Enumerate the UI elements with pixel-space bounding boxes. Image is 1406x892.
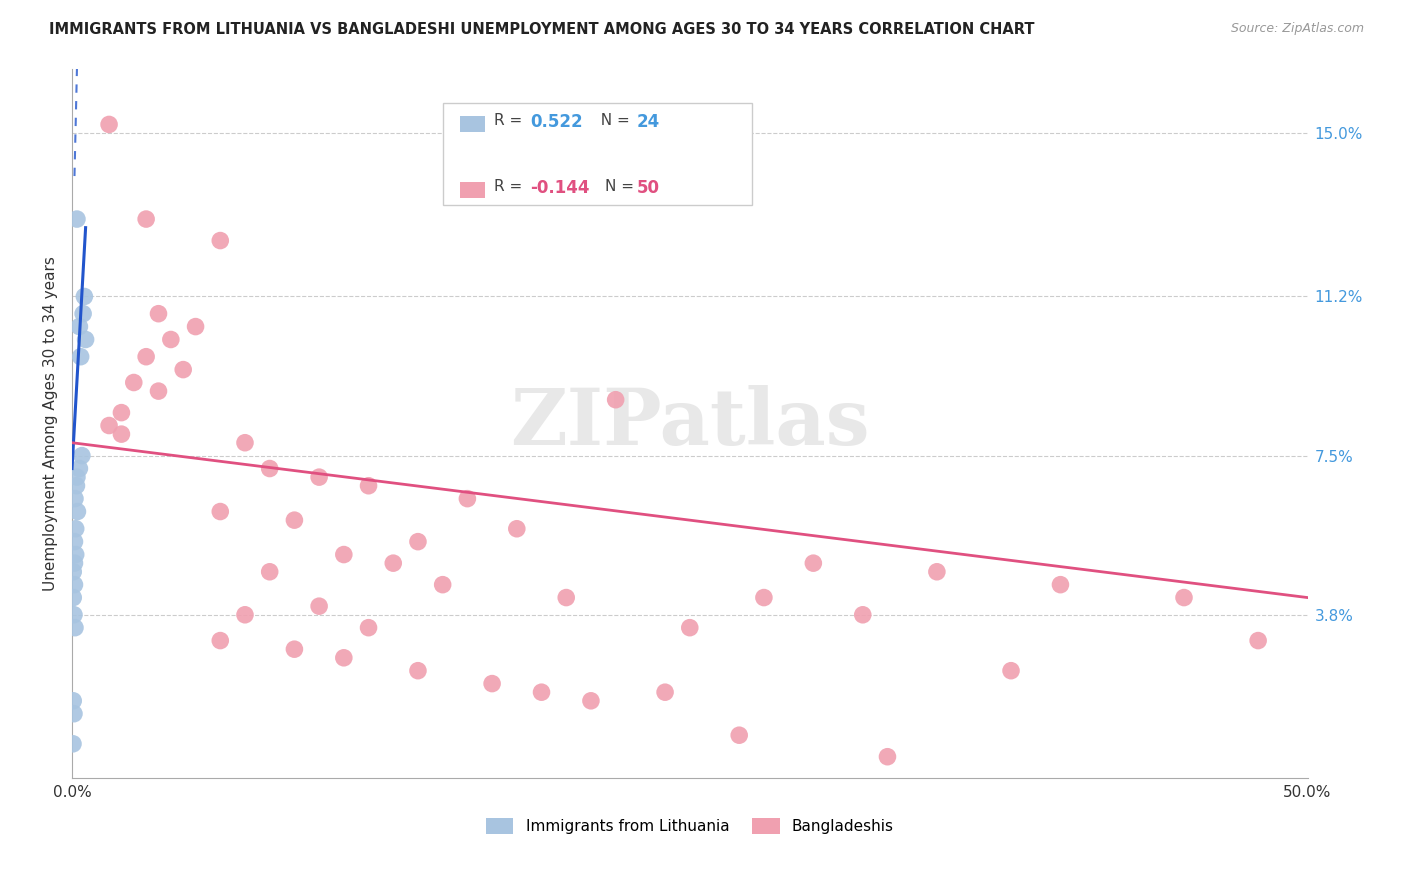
Text: R =: R = — [494, 113, 527, 128]
Point — [209, 234, 232, 248]
Point — [65, 479, 87, 493]
Point — [333, 548, 356, 562]
Point — [63, 534, 86, 549]
Text: R =: R = — [494, 179, 527, 194]
Point — [233, 435, 256, 450]
Point — [530, 685, 553, 699]
Text: 50: 50 — [637, 179, 659, 197]
Point — [283, 513, 305, 527]
Point — [148, 307, 170, 321]
Point — [65, 522, 87, 536]
Point — [67, 319, 90, 334]
Text: Source: ZipAtlas.com: Source: ZipAtlas.com — [1230, 22, 1364, 36]
Point — [209, 504, 232, 518]
Point — [456, 491, 478, 506]
Point — [308, 599, 330, 614]
Point — [65, 548, 87, 562]
Point — [62, 737, 84, 751]
Point — [66, 470, 89, 484]
Point — [70, 449, 93, 463]
Point — [679, 621, 702, 635]
Point — [184, 319, 207, 334]
Point — [925, 565, 948, 579]
Point — [135, 212, 157, 227]
Point — [605, 392, 627, 407]
Point — [406, 664, 429, 678]
Point — [63, 577, 86, 591]
Point — [579, 694, 602, 708]
Point — [654, 685, 676, 699]
Text: N =: N = — [591, 113, 634, 128]
Point — [63, 556, 86, 570]
Point — [333, 650, 356, 665]
Point — [752, 591, 775, 605]
Point — [148, 384, 170, 398]
Point — [110, 427, 132, 442]
Point — [62, 591, 84, 605]
Point — [110, 406, 132, 420]
Text: N =: N = — [605, 179, 638, 194]
Point — [63, 621, 86, 635]
Y-axis label: Unemployment Among Ages 30 to 34 years: Unemployment Among Ages 30 to 34 years — [44, 256, 58, 591]
Point — [357, 621, 380, 635]
Point — [72, 307, 94, 321]
Point — [876, 749, 898, 764]
Point — [801, 556, 824, 570]
Point — [432, 577, 454, 591]
Point — [172, 362, 194, 376]
Point — [98, 418, 121, 433]
Point — [63, 706, 86, 721]
Point — [1000, 664, 1022, 678]
Point — [308, 470, 330, 484]
Point — [160, 333, 183, 347]
Point — [1173, 591, 1195, 605]
Point — [283, 642, 305, 657]
Point — [73, 289, 96, 303]
Text: 24: 24 — [637, 113, 661, 131]
Point — [233, 607, 256, 622]
Point — [1049, 577, 1071, 591]
Point — [135, 350, 157, 364]
Point — [481, 676, 503, 690]
Point — [406, 534, 429, 549]
Point — [259, 565, 281, 579]
Point — [69, 350, 91, 364]
Point — [62, 565, 84, 579]
Text: ZIPatlas: ZIPatlas — [510, 385, 869, 461]
Point — [728, 728, 751, 742]
Point — [67, 461, 90, 475]
Point — [122, 376, 145, 390]
Point — [357, 479, 380, 493]
Point — [75, 333, 97, 347]
Point — [506, 522, 529, 536]
Legend: Immigrants from Lithuania, Bangladeshis: Immigrants from Lithuania, Bangladeshis — [486, 819, 894, 834]
Point — [63, 607, 86, 622]
Text: IMMIGRANTS FROM LITHUANIA VS BANGLADESHI UNEMPLOYMENT AMONG AGES 30 TO 34 YEARS : IMMIGRANTS FROM LITHUANIA VS BANGLADESHI… — [49, 22, 1035, 37]
Point — [382, 556, 405, 570]
Point — [852, 607, 875, 622]
Point — [62, 694, 84, 708]
Point — [259, 461, 281, 475]
Point — [66, 212, 89, 227]
Text: 0.522: 0.522 — [530, 113, 582, 131]
Point — [98, 118, 121, 132]
Point — [209, 633, 232, 648]
Text: -0.144: -0.144 — [530, 179, 589, 197]
Point — [555, 591, 578, 605]
Point — [63, 491, 86, 506]
Point — [1247, 633, 1270, 648]
Point — [66, 504, 89, 518]
